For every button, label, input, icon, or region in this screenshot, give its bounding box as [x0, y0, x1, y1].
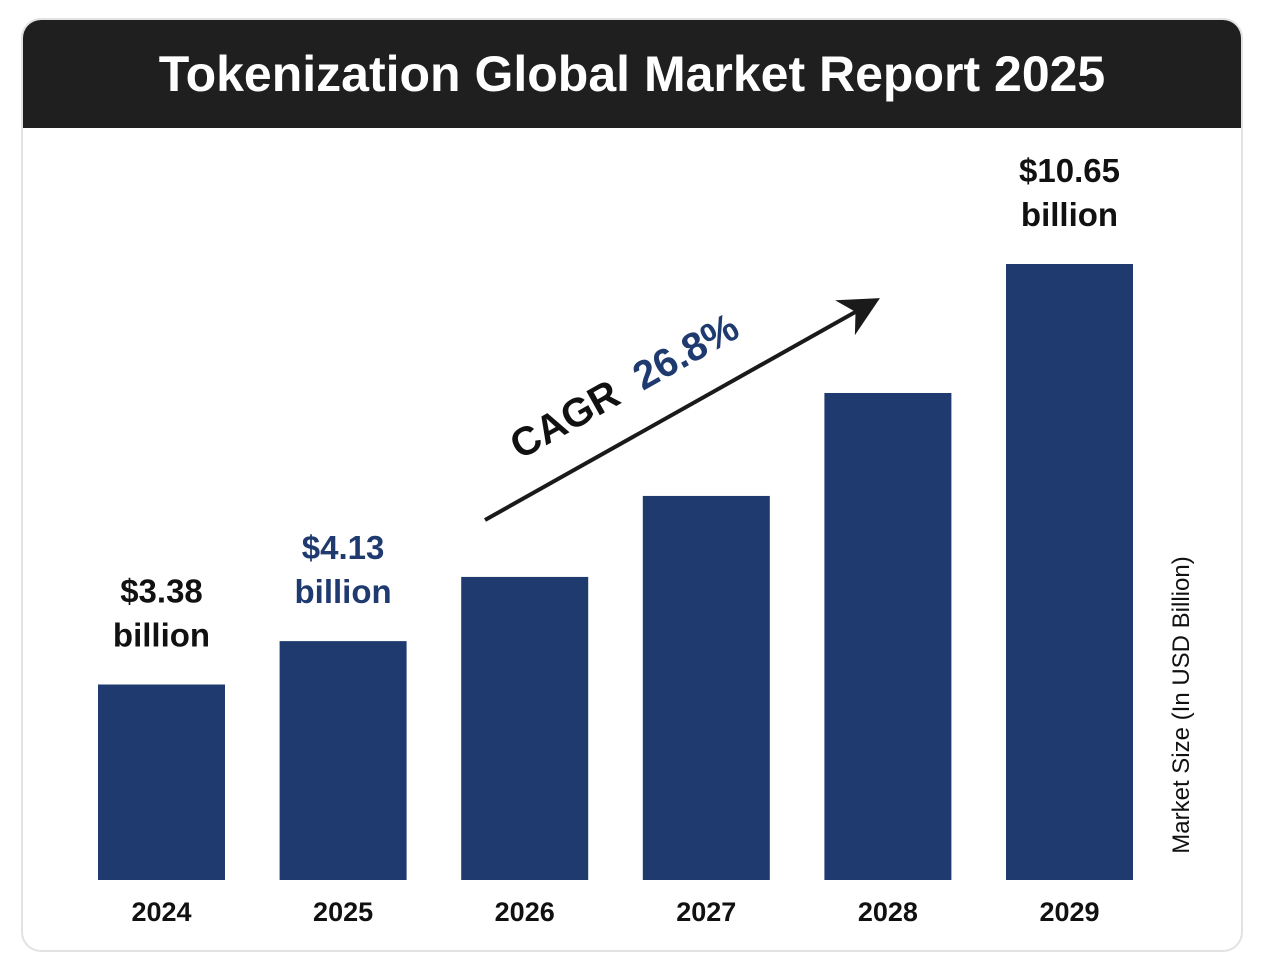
- data-label-value: $10.65: [1019, 152, 1120, 189]
- data-label-unit: billion: [1021, 196, 1118, 233]
- x-tick-label: 2026: [495, 897, 555, 927]
- x-tick-label: 2029: [1039, 897, 1099, 927]
- data-label-value: $4.13: [302, 529, 385, 566]
- bar-2026: [461, 576, 589, 880]
- y-axis-label: Market Size (In USD Billion): [1168, 556, 1195, 854]
- bar-2027: [642, 495, 770, 880]
- chart-title: Tokenization Global Market Report 2025: [158, 46, 1106, 102]
- x-tick-label: 2028: [858, 897, 918, 927]
- bar-2028: [824, 392, 952, 880]
- bar-2029: [1006, 264, 1133, 880]
- bars-group: [98, 264, 1133, 880]
- data-labels: $3.38 billion $4.13 billion $10.65 billion: [113, 152, 1120, 653]
- x-tick-label: 2024: [131, 897, 191, 927]
- bar-2025: [279, 641, 407, 880]
- title-bar: Tokenization Global Market Report 2025: [23, 20, 1241, 128]
- cagr-prefix: CAGR: [503, 372, 627, 468]
- x-tick-labels: 2024 2025 2026 2027 2028 2029: [131, 897, 1099, 927]
- cagr-arrow: [484, 298, 880, 522]
- x-tick-label: 2025: [313, 897, 373, 927]
- bar-2024: [98, 684, 225, 880]
- x-tick-label: 2027: [676, 897, 736, 927]
- data-label-unit: billion: [113, 616, 210, 653]
- cagr-annotation: CAGR 26.8%: [484, 298, 880, 522]
- data-label-unit: billion: [295, 573, 392, 610]
- data-label-value: $3.38: [120, 572, 203, 609]
